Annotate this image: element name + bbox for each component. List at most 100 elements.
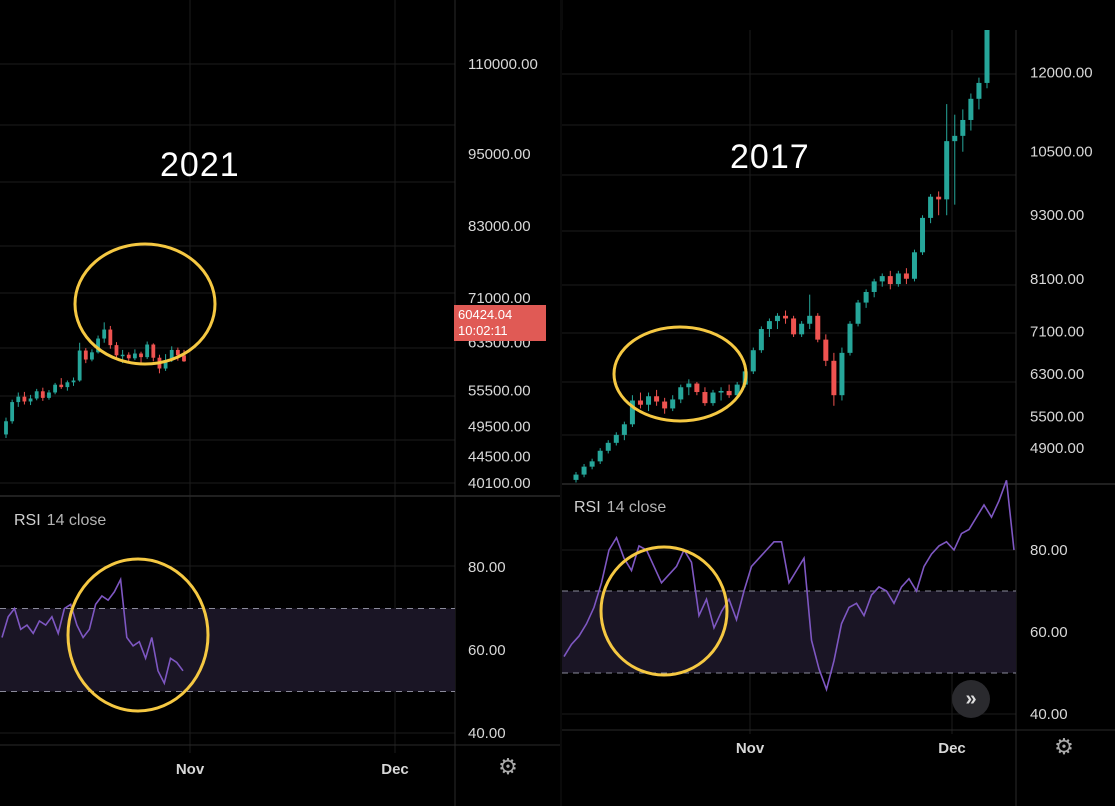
price-tick-label: 10500.00 <box>1030 144 1093 161</box>
candle-body <box>589 461 595 467</box>
candle-body <box>16 396 21 403</box>
candle-body <box>34 391 39 399</box>
chart-panel-2017: 12000.00 10500.00 9300.00 8100.00 7100.00 630… <box>562 30 1115 806</box>
candle-body <box>807 315 813 324</box>
candle-body <box>783 315 789 319</box>
candle-body <box>718 390 724 393</box>
rsi-tick-label: 80.00 <box>468 559 506 576</box>
rsi-title: RSI 14 close <box>574 499 666 517</box>
candle-body <box>936 196 942 200</box>
candle-body <box>928 196 934 218</box>
rsi-tick-label: 60.00 <box>1030 624 1068 641</box>
rsi-params: 14 close <box>46 512 107 529</box>
candle-body <box>621 424 627 435</box>
candle-body <box>605 442 611 451</box>
price-tick-label: 83000.00 <box>468 218 531 235</box>
candle-body <box>984 30 990 83</box>
rsi-tick-label: 80.00 <box>1030 542 1068 559</box>
highlight-ellipse <box>599 545 729 677</box>
candle-body <box>686 383 692 388</box>
candle-body <box>758 329 764 351</box>
candle-body <box>145 344 150 358</box>
panel-divider <box>560 0 563 806</box>
highlight-ellipse <box>612 325 748 423</box>
candle-body <box>726 390 732 396</box>
candle-body <box>182 355 186 362</box>
candle-body <box>702 392 708 404</box>
candle-body <box>10 402 15 422</box>
bar-countdown: 10:02:11 <box>458 323 508 338</box>
candle-body <box>120 354 125 357</box>
candle-body <box>90 352 94 360</box>
price-tick-label: 55500.00 <box>468 383 531 400</box>
chart-panel-2021: 110000.00 95000.00 83000.00 71000.00 63500.0… <box>0 0 560 806</box>
candle-body <box>670 399 676 409</box>
candle-body <box>879 276 885 282</box>
candle-body <box>799 323 805 335</box>
highlight-ellipse <box>66 557 210 713</box>
candle-body <box>734 384 740 396</box>
candle-body <box>831 360 837 396</box>
candle-body <box>108 329 113 346</box>
candle-body <box>114 345 119 356</box>
price-tick-label: 8100.00 <box>1030 271 1084 288</box>
time-axis-label: Dec <box>938 740 966 757</box>
double-chevron-right-icon[interactable]: » <box>952 680 990 718</box>
candle-body <box>911 252 917 279</box>
year-label: 2017 <box>730 138 810 176</box>
candle-body <box>139 353 143 358</box>
gear-icon[interactable]: ⚙ <box>1054 734 1074 759</box>
candle-body <box>646 396 652 405</box>
price-tick-label: 5500.00 <box>1030 408 1084 425</box>
price-tick-label: 9300.00 <box>1030 207 1084 224</box>
last-price: 60424.04 <box>458 307 513 322</box>
candle-body <box>83 350 88 360</box>
candle-body <box>823 339 829 361</box>
candle-body <box>22 396 27 402</box>
rsi-line <box>563 480 1015 693</box>
candle-body <box>53 384 58 393</box>
candle-body <box>968 98 974 120</box>
candle-body <box>4 421 8 435</box>
candle-body <box>163 360 168 369</box>
candle-body <box>597 450 603 462</box>
candle-body <box>944 141 950 200</box>
rsi-tick-label: 40.00 <box>468 725 506 742</box>
rsi-label: RSI <box>14 512 41 529</box>
candle-body <box>847 323 853 353</box>
candle-body <box>28 398 33 402</box>
rsi-params: 14 close <box>606 499 667 516</box>
candle-body <box>774 315 780 322</box>
price-tick-label: 110000.00 <box>468 56 538 73</box>
candle-body <box>903 273 909 279</box>
candle-body <box>59 384 64 388</box>
time-axis-label: Nov <box>736 740 765 757</box>
candle-body <box>573 474 579 480</box>
candle-body <box>581 466 587 475</box>
rsi-tick-label: 60.00 <box>468 642 506 659</box>
candle-body <box>815 315 821 340</box>
chart-canvas-2017: 12000.00 10500.00 9300.00 8100.00 7100.00 630… <box>562 30 1115 806</box>
candle-body <box>96 338 100 353</box>
price-tick-label: 95000.00 <box>468 146 531 163</box>
candle-body <box>710 392 716 404</box>
rsi-tick-label: 40.00 <box>1030 706 1068 723</box>
candle-body <box>976 82 982 99</box>
candle-body <box>175 349 180 356</box>
candle-body <box>791 318 797 335</box>
candle-body <box>952 135 958 142</box>
candle-body <box>750 350 756 372</box>
year-label: 2021 <box>160 146 240 184</box>
rsi-title: RSI 14 close <box>14 512 106 530</box>
price-tick-label: 71000.00 <box>468 290 531 307</box>
gear-icon[interactable]: ⚙ <box>498 754 518 779</box>
rsi-line <box>1 576 184 686</box>
price-tick-label: 6300.00 <box>1030 366 1084 383</box>
rsi-band <box>562 591 1016 673</box>
candle-body <box>169 349 174 361</box>
candle-body <box>47 392 51 398</box>
chart-canvas-2021: 110000.0095000.0083000.0071000.0063500.0… <box>0 0 560 806</box>
candle-body <box>887 276 893 285</box>
candle-body <box>960 119 966 136</box>
candle-body <box>40 391 45 398</box>
